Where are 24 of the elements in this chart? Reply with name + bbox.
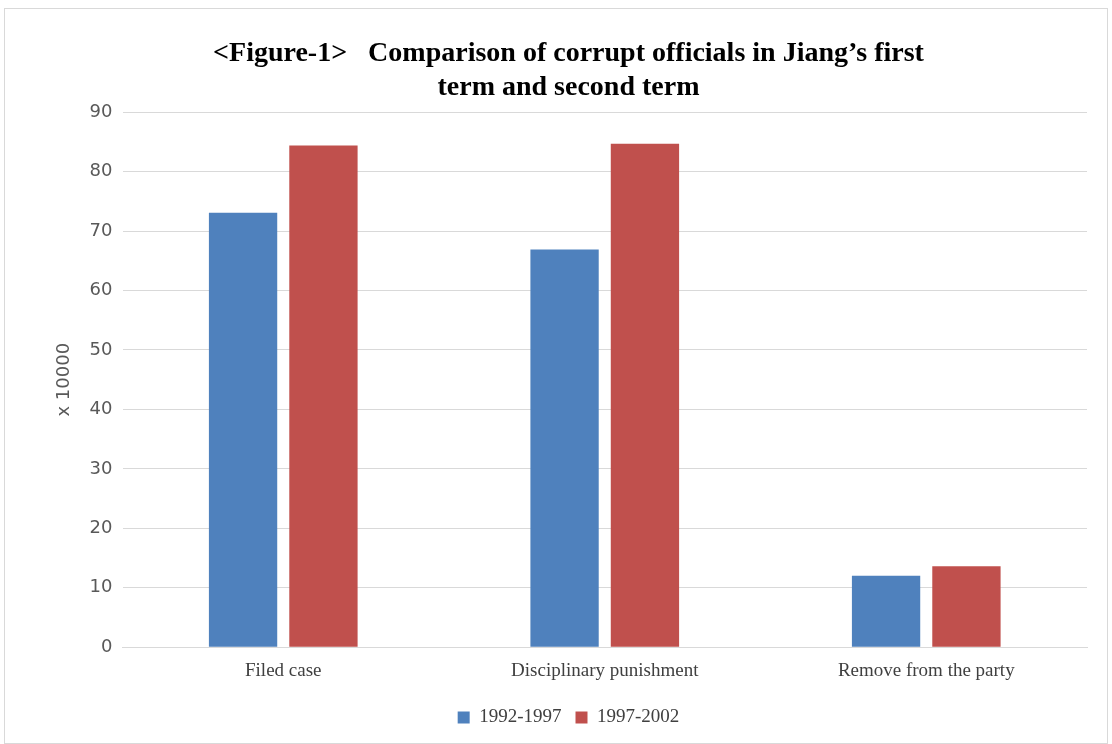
y-tick-label: 50 [89, 337, 113, 359]
y-axis-title: x 10000 [52, 342, 74, 417]
y-tick-label: 90 [89, 99, 113, 121]
y-tick-label: 70 [89, 218, 113, 240]
y-tick-label: 80 [89, 159, 113, 181]
y-tick-label: 10 [89, 575, 113, 597]
bar [289, 145, 358, 647]
y-tick-label: 20 [89, 515, 113, 537]
text: <Figure-1> Comparison of corrupt officials in Jiang’s first [213, 36, 924, 68]
legend-label: 1997-2002 [597, 705, 680, 727]
x-tick-label: Remove from the party [837, 658, 1016, 680]
bar [610, 143, 680, 647]
legend-label: 1992-1997 [479, 705, 562, 727]
bar [208, 212, 278, 647]
bar [932, 566, 1001, 647]
bar [530, 249, 599, 647]
text: term and second term [437, 69, 700, 101]
y-tick-label: 40 [89, 397, 113, 419]
y-tick-label: 0 [101, 634, 113, 656]
y-tick-label: 60 [89, 278, 113, 300]
bar [851, 575, 921, 647]
x-tick-label: Filed case [245, 658, 322, 680]
y-tick-label: 30 [89, 456, 113, 478]
x-tick-label: Disciplinary punishment [511, 658, 700, 680]
